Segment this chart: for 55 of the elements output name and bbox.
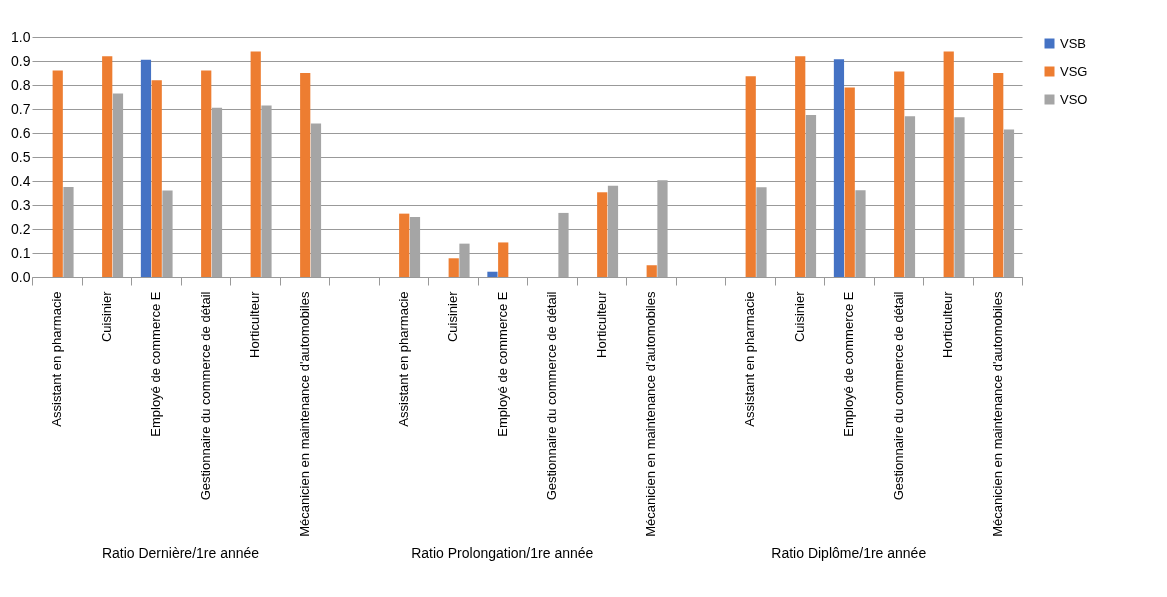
text: Ratio Diplôme/1re année <box>771 545 927 561</box>
x-tick-label: Assistant en pharmacie <box>395 291 411 427</box>
bar <box>151 80 162 277</box>
x-tick-label: Gestionnaire du commerce de détail <box>197 291 213 501</box>
bar <box>597 192 608 277</box>
bar <box>448 258 459 277</box>
y-tick-label: 0.8 <box>11 76 31 93</box>
legend-label: VSB <box>1060 35 1087 51</box>
bar <box>52 70 63 277</box>
bar <box>943 51 954 277</box>
y-tick-label: 0.5 <box>11 148 31 165</box>
y-tick-label: 1.0 <box>11 28 31 45</box>
text: Ratio Prolongation/1re année <box>411 545 594 561</box>
legend-label: VSG <box>1060 63 1088 79</box>
bar <box>894 71 905 277</box>
bar <box>487 271 498 277</box>
x-tick-label: Horticulteur <box>247 290 263 358</box>
x-tick-label: Cuisinier <box>791 290 807 343</box>
bar <box>833 59 845 277</box>
bar <box>646 265 657 277</box>
legend-label: VSO <box>1060 91 1088 107</box>
x-tick-label: Employé de commerce E <box>148 291 164 437</box>
x-tick-label: Cuisinier <box>445 290 461 343</box>
y-tick-label: 0.7 <box>11 100 31 117</box>
bar <box>844 87 855 277</box>
bar <box>300 73 311 277</box>
x-tick-label: Gestionnaire du commerce de détail <box>890 291 906 501</box>
x-tick-label: Assistant en pharmacie <box>742 291 758 427</box>
x-tick-label: Mécanicien en maintenance d'automobiles <box>989 291 1005 537</box>
y-tick-label: 0.9 <box>11 52 31 69</box>
x-tick-label: Mécanicien en maintenance d'automobiles <box>643 291 659 537</box>
bar <box>795 56 806 277</box>
x-tick-label: Horticulteur <box>940 290 956 358</box>
x-tick-label: Gestionnaire du commerce de détail <box>544 291 560 501</box>
bar <box>745 76 756 277</box>
y-tick-label: 0.2 <box>11 220 31 237</box>
bar <box>399 213 410 277</box>
x-tick-label: Employé de commerce E <box>494 291 510 437</box>
y-tick-label: 0.6 <box>11 124 31 141</box>
bar <box>102 56 113 277</box>
x-tick-label: Mécanicien en maintenance d'automobiles <box>296 291 312 537</box>
bar <box>140 59 152 277</box>
bar <box>498 242 509 277</box>
x-tick-label: Cuisinier <box>98 290 114 343</box>
bar <box>250 51 261 277</box>
x-tick-label: Horticulteur <box>593 290 609 358</box>
x-tick-label: Assistant en pharmacie <box>49 291 65 427</box>
y-tick-label: 0.1 <box>11 244 31 261</box>
y-tick-label: 0.4 <box>11 172 31 189</box>
bar <box>993 73 1004 277</box>
y-tick-label: 0.0 <box>11 268 31 285</box>
bar <box>201 70 212 277</box>
y-tick-label: 0.3 <box>11 196 31 213</box>
x-tick-label: Employé de commerce E <box>841 291 857 437</box>
text: Ratio Dernière/1re année <box>101 545 260 561</box>
